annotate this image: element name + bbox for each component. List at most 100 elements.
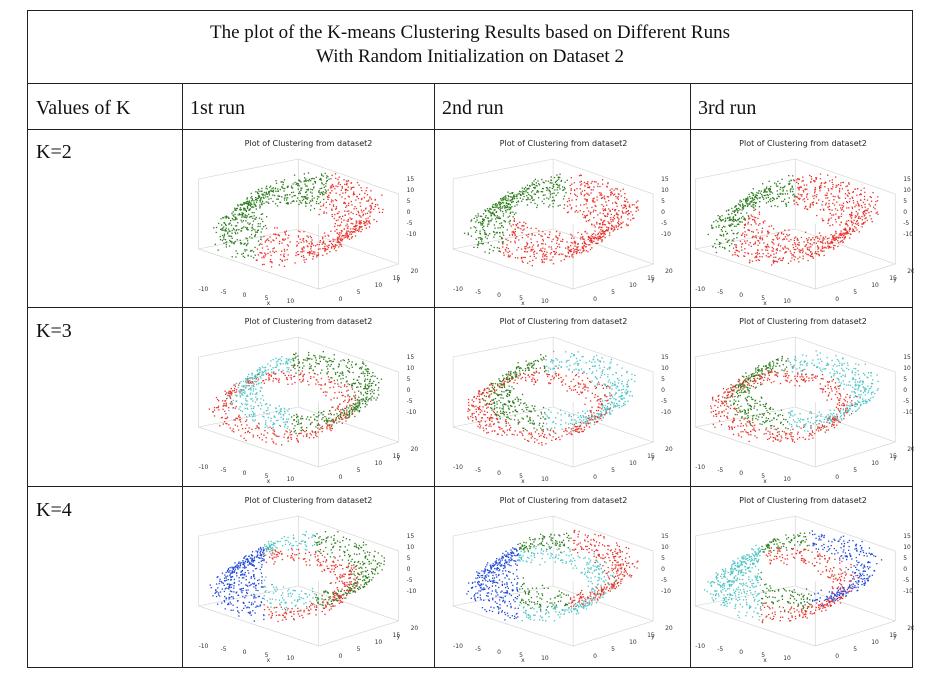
scatter-point: [374, 205, 376, 208]
scatter-point: [222, 423, 224, 425]
scatter-point: [338, 364, 340, 366]
scatter-point: [298, 203, 300, 205]
scatter-point: [510, 211, 512, 213]
scatter-point: [805, 231, 807, 233]
scatter-point: [260, 377, 262, 379]
scatter-point: [830, 246, 832, 248]
scatter-point: [309, 235, 311, 237]
point-cloud: [467, 350, 636, 446]
scatter-point: [732, 254, 734, 256]
scatter-point: [287, 369, 289, 371]
scatter-point: [301, 429, 304, 431]
scatter-point: [346, 417, 348, 419]
scatter-point: [333, 354, 335, 356]
scatter-point: [295, 432, 297, 435]
scatter-point: [575, 250, 577, 253]
scatter-point: [246, 376, 249, 378]
scatter-point: [797, 183, 799, 185]
scatter-point: [505, 199, 508, 202]
scatter-point: [522, 198, 524, 200]
scatter-point: [230, 401, 233, 403]
scatter-point: [250, 216, 252, 218]
scatter-point: [835, 238, 837, 240]
scatter-point: [792, 244, 794, 246]
scatter-point: [801, 249, 803, 251]
scatter-point: [611, 410, 613, 412]
scatter-point: [362, 398, 364, 400]
scatter-point: [365, 221, 367, 223]
scatter-point: [342, 377, 344, 380]
scatter-point: [859, 194, 861, 196]
scatter-point: [493, 224, 495, 226]
scatter-point: [225, 224, 227, 227]
scatter-point: [573, 354, 575, 356]
scatter-point: [528, 410, 530, 412]
scatter-point: [256, 248, 259, 250]
scatter-point: [259, 390, 261, 392]
scatter-point: [357, 379, 359, 381]
scatter-point: [576, 246, 578, 248]
scatter-point: [327, 189, 329, 191]
scatter-point: [365, 190, 367, 192]
scatter-point: [752, 204, 754, 206]
scatter-point: [732, 223, 734, 225]
scatter-point: [601, 372, 603, 374]
scatter-point: [219, 235, 221, 238]
scatter-point: [243, 216, 245, 218]
scatter-point: [610, 217, 612, 219]
scatter-point: [273, 429, 275, 431]
subplot-title: Plot of Clustering from dataset2: [499, 139, 628, 148]
scatter-point: [329, 187, 331, 189]
scatter-point: [845, 233, 847, 235]
scatter-point: [808, 237, 810, 239]
scatter-point: [752, 206, 754, 208]
scatter-point: [554, 373, 557, 375]
x-tick-label: 10: [287, 476, 295, 483]
scatter-point: [850, 213, 853, 215]
scatter-point: [569, 364, 571, 367]
scatter-point: [359, 367, 361, 370]
scatter-point: [514, 415, 516, 417]
scatter-point: [756, 251, 758, 254]
scatter-point: [240, 219, 242, 221]
scatter-point: [864, 221, 866, 223]
scatter-point: [363, 220, 365, 223]
scatter-point: [627, 218, 629, 220]
scatter-point: [302, 378, 305, 380]
scatter-point: [486, 237, 488, 240]
scatter-point: [526, 243, 529, 245]
scatter-point: [272, 358, 274, 361]
scatter-point: [222, 400, 224, 402]
scatter-point: [355, 408, 357, 410]
scatter-point: [775, 183, 777, 185]
scatter-point: [323, 240, 325, 242]
scatter-point: [526, 242, 528, 244]
scatter-point: [310, 365, 312, 367]
scatter-point: [608, 208, 610, 210]
scatter-point: [248, 427, 250, 429]
scatter-point: [734, 218, 736, 221]
scatter-point: [327, 198, 329, 200]
scatter-point: [272, 367, 274, 369]
scatter-point: [599, 414, 601, 416]
scatter-point: [581, 252, 583, 254]
scatter-point: [748, 229, 750, 232]
scatter-point: [335, 373, 337, 375]
scatter-point: [745, 199, 747, 201]
scatter-point: [288, 367, 290, 369]
scatter-point: [350, 188, 352, 190]
scatter-point: [575, 209, 577, 212]
scatter-point: [337, 415, 339, 417]
scatter-point: [587, 236, 590, 238]
scatter-point: [242, 389, 245, 391]
scatter-point: [275, 407, 277, 409]
scatter-point: [325, 395, 327, 397]
scatter-point: [346, 414, 348, 416]
scatter-point: [795, 236, 797, 238]
scatter-point: [789, 182, 791, 185]
scatter-point: [772, 238, 774, 241]
scatter-point: [261, 197, 263, 199]
scatter-point: [316, 254, 318, 256]
scatter-point: [580, 417, 582, 419]
scatter-point: [345, 414, 347, 416]
